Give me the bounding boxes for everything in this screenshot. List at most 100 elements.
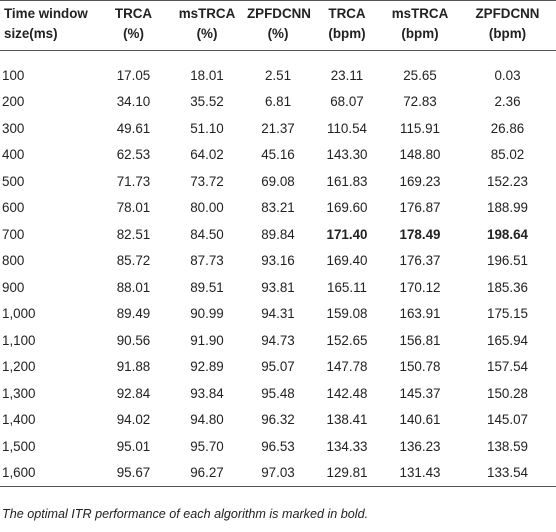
table-spacer-row (0, 51, 556, 63)
header-trca-itr-unit: (bpm) (313, 26, 381, 51)
cell-zpfdcnn-acc: 89.84 (261, 226, 295, 242)
cell-trca-itr: 142.48 (326, 385, 368, 401)
cell-time-window: 1,500 (2, 438, 36, 454)
table-row: 900 88.01 89.51 93.81 165.11 170.12 185.36 (0, 274, 556, 301)
cell-mstrca-acc: 95.70 (190, 438, 224, 454)
cell-zpfdcnn-itr: 0.03 (494, 67, 521, 83)
cell-trca-itr: 147.78 (326, 359, 368, 375)
cell-zpfdcnn-acc: 93.16 (261, 253, 295, 269)
cell-mstrca-acc: 64.02 (190, 147, 224, 163)
table-row: 700 82.51 84.50 89.84 171.40 178.49 198.64 (0, 221, 556, 248)
table-row: 400 62.53 64.02 45.16 143.30 148.80 85.02 (0, 142, 556, 169)
cell-trca-itr: 152.65 (326, 332, 368, 348)
cell-trca-acc: 89.49 (116, 306, 151, 322)
cell-zpfdcnn-itr: 175.15 (487, 306, 528, 322)
cell-zpfdcnn-acc: 95.48 (261, 385, 295, 401)
cell-time-window: 300 (2, 120, 25, 136)
cell-mstrca-itr: 176.37 (399, 253, 441, 269)
header-trca-acc-unit: (%) (96, 26, 171, 51)
cell-mstrca-itr: 148.80 (399, 147, 441, 163)
table-row: 1,200 91.88 92.89 95.07 147.78 150.78 157.54 (0, 354, 556, 381)
cell-trca-acc: 92.84 (116, 385, 151, 401)
cell-trca-acc: 82.51 (116, 226, 151, 242)
table-row: 1,600 95.67 96.27 97.03 129.81 131.43 133.54 (0, 459, 556, 487)
cell-mstrca-itr: 170.12 (399, 279, 441, 295)
table-row: 300 49.61 51.10 21.37 110.54 115.91 26.86 (0, 115, 556, 142)
cell-zpfdcnn-acc: 96.53 (261, 438, 295, 454)
cell-trca-acc: 49.61 (116, 120, 151, 136)
cell-mstrca-itr: 115.91 (400, 120, 440, 136)
cell-time-window: 1,400 (2, 412, 36, 428)
cell-mstrca-acc: 89.51 (190, 279, 224, 295)
cell-trca-acc: 62.53 (116, 147, 151, 163)
cell-zpfdcnn-acc: 69.08 (261, 173, 295, 189)
cell-trca-itr: 68.07 (330, 94, 364, 110)
cell-mstrca-acc: 87.73 (190, 253, 224, 269)
cell-zpfdcnn-itr: 85.02 (490, 147, 525, 163)
cell-trca-acc: 71.73 (116, 173, 151, 189)
cell-mstrca-acc: 35.52 (190, 94, 224, 110)
cell-time-window: 900 (2, 279, 25, 295)
cell-zpfdcnn-itr: 145.07 (487, 412, 528, 428)
header-mstrca-itr-unit: (bpm) (381, 26, 459, 51)
header-zpfdcnn-acc-unit: (%) (243, 26, 313, 51)
cell-mstrca-acc: 92.89 (190, 359, 224, 375)
cell-trca-itr: 165.11 (327, 279, 367, 295)
cell-trca-acc: 17.05 (116, 67, 151, 83)
cell-zpfdcnn-acc: 94.31 (261, 306, 295, 322)
cell-trca-itr: 143.30 (326, 147, 368, 163)
cell-zpfdcnn-itr: 152.23 (487, 173, 528, 189)
cell-zpfdcnn-itr: 2.36 (494, 94, 521, 110)
cell-time-window: 600 (2, 200, 25, 216)
cell-mstrca-itr: 156.81 (399, 332, 441, 348)
cell-trca-itr: 129.81 (313, 459, 381, 487)
cell-mstrca-itr: 169.23 (399, 173, 441, 189)
header-zpfdcnn-itr: ZPFDCNN (459, 0, 556, 26)
header-zpfdcnn-acc: ZPFDCNN (243, 0, 313, 26)
cell-mstrca-acc: 80.00 (190, 200, 224, 216)
cell-mstrca-acc: 96.27 (171, 459, 243, 487)
cell-trca-itr: 169.60 (326, 200, 368, 216)
cell-zpfdcnn-acc: 95.07 (261, 359, 295, 375)
cell-zpfdcnn-acc: 6.81 (264, 94, 292, 110)
cell-trca-itr: 169.40 (326, 253, 368, 269)
cell-time-window: 100 (2, 67, 25, 83)
cell-zpfdcnn-itr: 133.54 (459, 459, 556, 487)
header-mstrca-acc: msTRCA (171, 0, 243, 26)
cell-mstrca-itr: 25.65 (403, 67, 437, 83)
cell-trca-acc: 91.88 (116, 359, 151, 375)
cell-trca-itr: 171.40 (326, 226, 368, 242)
cell-zpfdcnn-acc: 97.03 (243, 459, 313, 487)
cell-time-window: 1,200 (2, 359, 36, 375)
cell-mstrca-acc: 73.72 (190, 173, 224, 189)
cell-mstrca-itr: 72.83 (403, 94, 437, 110)
cell-trca-acc: 90.56 (116, 332, 151, 348)
cell-mstrca-itr: 136.23 (399, 438, 441, 454)
table-row: 600 78.01 80.00 83.21 169.60 176.87 188.99 (0, 195, 556, 222)
header-time-window-unit: size(ms) (0, 26, 96, 51)
cell-mstrca-itr: 145.37 (399, 385, 441, 401)
cell-mstrca-acc: 90.99 (190, 306, 224, 322)
cell-zpfdcnn-acc: 45.16 (261, 147, 295, 163)
cell-trca-acc: 94.02 (116, 412, 151, 428)
cell-zpfdcnn-itr: 188.99 (487, 200, 528, 216)
table-row: 1,500 95.01 95.70 96.53 134.33 136.23 138.59 (0, 433, 556, 460)
cell-mstrca-itr: 178.49 (399, 226, 441, 242)
table-row: 1,400 94.02 94.80 96.32 138.41 140.61 145.07 (0, 407, 556, 434)
cell-mstrca-itr: 140.61 (399, 412, 441, 428)
cell-zpfdcnn-acc: 2.51 (264, 67, 292, 83)
spacer-cell (0, 51, 556, 63)
results-table: Time window TRCA msTRCA ZPFDCNN TRCA msT… (0, 0, 556, 487)
cell-mstrca-itr: 131.43 (381, 459, 459, 487)
cell-trca-itr: 159.08 (326, 306, 368, 322)
cell-trca-itr: 134.33 (326, 438, 368, 454)
cell-trca-itr: 110.54 (327, 120, 367, 136)
cell-mstrca-acc: 94.80 (190, 412, 224, 428)
table-row: 1,100 90.56 91.90 94.73 152.65 156.81 165.94 (0, 327, 556, 354)
cell-time-window: 400 (2, 147, 25, 163)
table-row: 1,300 92.84 93.84 95.48 142.48 145.37 150.28 (0, 380, 556, 407)
header-mstrca-acc-unit: (%) (171, 26, 243, 51)
cell-zpfdcnn-acc: 96.32 (261, 412, 295, 428)
header-mstrca-itr: msTRCA (381, 0, 459, 26)
cell-trca-itr: 23.11 (330, 67, 364, 83)
